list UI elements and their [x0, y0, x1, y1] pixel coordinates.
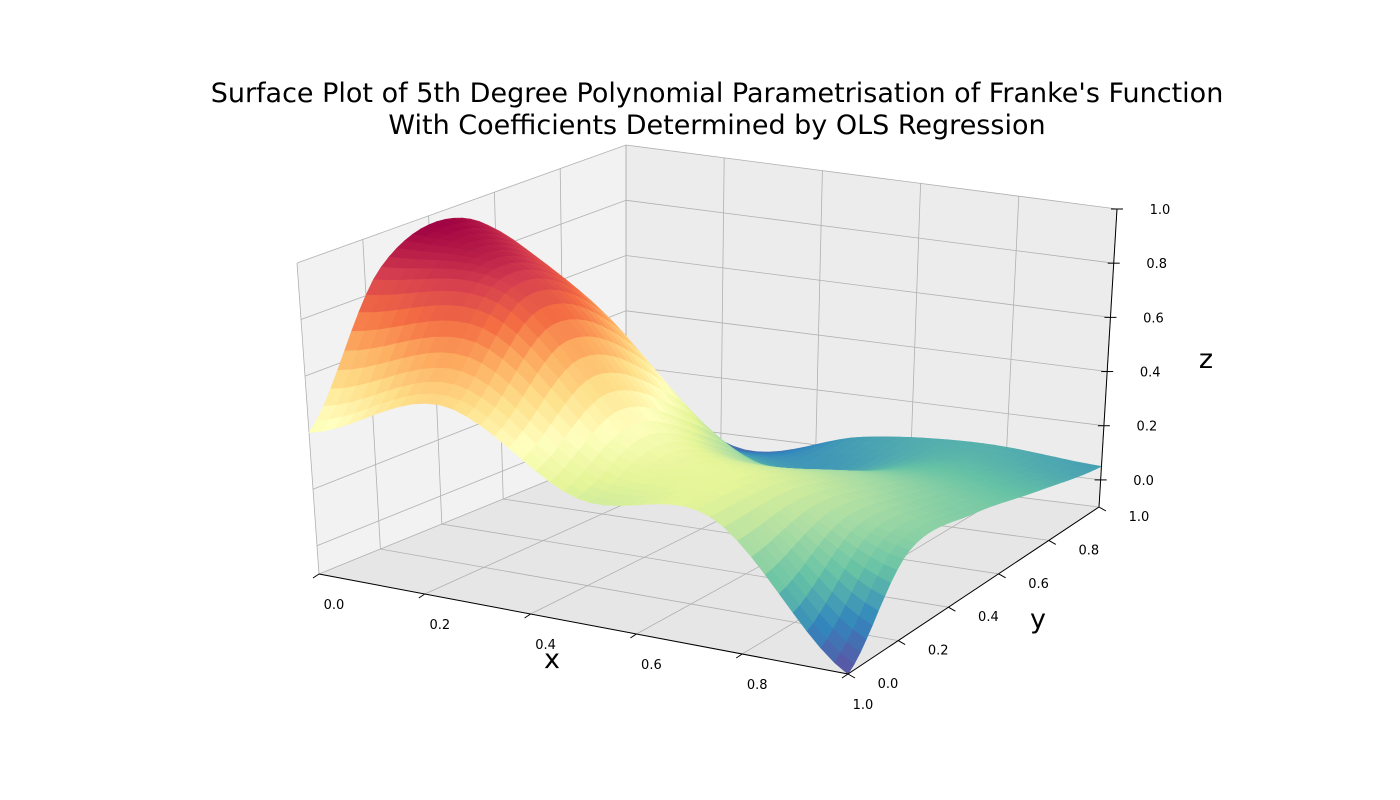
- x-axis-line: [318, 573, 849, 675]
- z-tick-label: 0.6: [1143, 311, 1164, 326]
- x-tick-label: 0.4: [535, 638, 556, 653]
- x-tick-label: 0.2: [429, 618, 450, 633]
- z-tick-label: 0.0: [1133, 474, 1154, 489]
- y-tick-label: 0.4: [978, 610, 999, 625]
- y-tick-mark: [897, 640, 906, 646]
- y-tick-label: 1.0: [1129, 510, 1150, 525]
- y-axis-label: y: [1030, 604, 1046, 635]
- axes-panes: [297, 145, 1117, 674]
- chart-title-line-1: Surface Plot of 5th Degree Polynomial Pa…: [210, 78, 1224, 109]
- z-axis-label: z: [1199, 344, 1213, 375]
- x-tick-mark: [841, 673, 849, 679]
- y-tick-label: 0.6: [1028, 577, 1049, 592]
- y-tick-label: 0.8: [1078, 543, 1099, 558]
- x-tick-mark: [312, 573, 320, 579]
- y-tick-mark: [948, 606, 956, 612]
- y-tick-label: 0.0: [878, 677, 899, 692]
- x-tick-label: 1.0: [853, 698, 874, 713]
- y-tick-mark: [847, 673, 856, 679]
- x-tick-mark: [524, 613, 531, 619]
- y-tick-label: 0.2: [928, 644, 949, 659]
- z-tick-label: 0.2: [1137, 420, 1158, 435]
- x-tick-mark: [630, 633, 637, 639]
- y-tick-mark: [998, 573, 1006, 579]
- tick-labels: 0.0 0.0 0.0 0.2 0.2 0.2 0.4 0.4 0.4 0.6 0.6 0.6 0.8 0…: [312, 203, 1171, 713]
- z-tick-label: 0.8: [1146, 257, 1167, 272]
- axis-lines: [318, 208, 1118, 675]
- z-tick-label: 1.0: [1150, 203, 1171, 218]
- y-axis-line: [847, 506, 1100, 675]
- pane-back-right: [626, 145, 1117, 507]
- y-tick-mark: [1098, 506, 1107, 512]
- x-tick-mark: [418, 593, 426, 599]
- x-axis-label: x: [544, 644, 560, 675]
- y-tick-mark: [1048, 539, 1057, 545]
- z-axis-line: [1098, 208, 1118, 508]
- surface: [308, 217, 1103, 675]
- z-tick-label: 0.4: [1140, 366, 1161, 381]
- surface-patch: [834, 652, 855, 675]
- x-tick-label: 0.6: [641, 658, 662, 673]
- chart-title: Surface Plot of 5th Degree Polynomial Pa…: [0, 78, 1400, 142]
- x-tick-label: 0.8: [747, 678, 768, 693]
- chart-title-line-2: With Coefficients Determined by OLS Regr…: [388, 110, 1046, 141]
- x-tick-label: 0.0: [324, 598, 345, 613]
- x-tick-mark: [735, 653, 743, 659]
- grid-z-5: [296, 144, 1118, 264]
